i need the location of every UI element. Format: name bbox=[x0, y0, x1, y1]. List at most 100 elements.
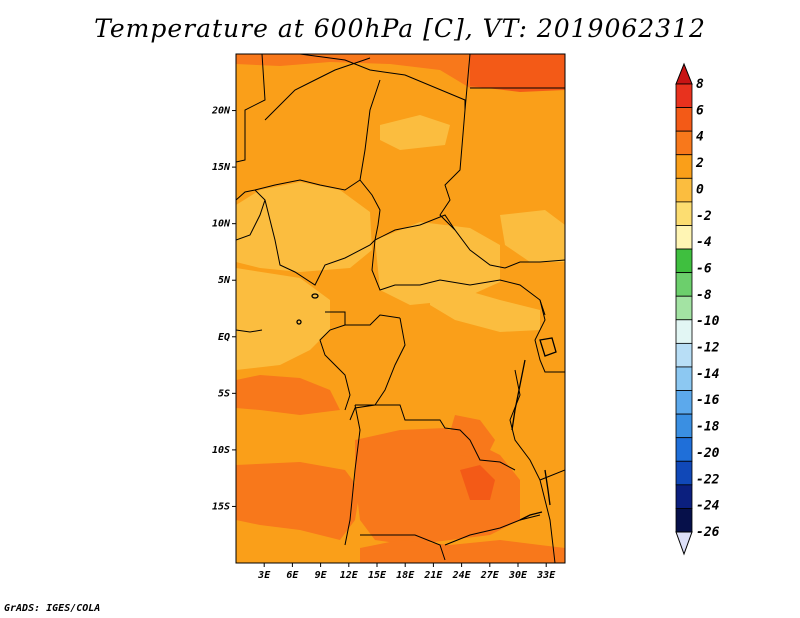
colorbar-label: -4 bbox=[696, 235, 712, 250]
colorbar-swatch bbox=[675, 366, 693, 391]
border-mali bbox=[236, 54, 266, 163]
lat-tick-label: 15N bbox=[212, 162, 231, 173]
temperature-field bbox=[236, 54, 565, 563]
colorbar-label: 8 bbox=[696, 77, 704, 92]
colorbar-swatch bbox=[675, 272, 693, 297]
border-car-chad bbox=[374, 214, 456, 241]
border-coast-gulf bbox=[236, 329, 263, 333]
chart-title: Temperature at 600hPa [C], VT: 201906231… bbox=[94, 14, 706, 43]
field-patch-sudan bbox=[500, 210, 565, 262]
field-patch-west bbox=[236, 182, 372, 272]
colorbar-swatch bbox=[675, 508, 693, 533]
border-niger-mali bbox=[264, 57, 371, 121]
colorbar-swatch bbox=[675, 484, 693, 509]
lon-tick-label: 30E bbox=[508, 570, 528, 581]
field-patch-south-edge bbox=[360, 540, 565, 563]
colorbar-label: 0 bbox=[696, 182, 704, 197]
colorbar-swatch bbox=[675, 437, 693, 462]
colorbar-swatch bbox=[675, 413, 693, 439]
colorbar-label: -16 bbox=[696, 393, 720, 408]
border-drc-angola-zambia bbox=[355, 404, 516, 471]
lon-tick-label: 6E bbox=[286, 570, 299, 581]
colorbar-swatch bbox=[675, 107, 693, 132]
lat-tick-label: 5S bbox=[218, 388, 230, 399]
colorbar-label: 2 bbox=[695, 156, 704, 171]
colorbar-label: -2 bbox=[696, 209, 712, 224]
border-congo-drc bbox=[349, 317, 406, 421]
lake-kariba bbox=[519, 511, 543, 521]
border-gabon-congo bbox=[319, 324, 351, 411]
field-patch-angola-coast bbox=[236, 462, 360, 540]
field-north-hot bbox=[470, 54, 565, 92]
border-nigeria-cameroon bbox=[264, 199, 376, 286]
border-angola-namibia bbox=[360, 534, 446, 561]
field-patch-southwest bbox=[236, 375, 340, 415]
lon-tick-label: 24E bbox=[452, 570, 472, 581]
colorbar-swatch bbox=[675, 177, 693, 203]
colorbar-swatch bbox=[675, 295, 693, 321]
field-patch-coast bbox=[236, 268, 330, 370]
colorbar: 8 6 4 2 0 -2 -4 -6 -8 -10 -12 -14 -16 -18 -20 -22 -24 -26 bbox=[675, 62, 720, 556]
colorbar-bottom-arrow bbox=[675, 531, 693, 556]
colorbar-swatch bbox=[675, 342, 693, 368]
colorbar-top-arrow bbox=[675, 62, 693, 85]
lat-tick-label: 10S bbox=[212, 445, 230, 456]
border-niger-algeria bbox=[299, 54, 466, 110]
border-uganda-kenya bbox=[534, 299, 565, 373]
map-frame bbox=[235, 53, 566, 564]
lon-tick-label: 15E bbox=[368, 570, 387, 581]
latitude-axis: 20N 15N 10N 5N EQ 5S 10S 15S bbox=[211, 106, 236, 512]
colorbar-label: -14 bbox=[696, 367, 720, 382]
field-patch-katanga bbox=[450, 415, 495, 460]
border-tanzania-mozambique bbox=[539, 469, 565, 481]
field-patch-central bbox=[375, 222, 500, 305]
colorbar-label: -26 bbox=[696, 525, 720, 540]
lake-1 bbox=[311, 293, 319, 299]
lon-tick-label: 9E bbox=[315, 570, 328, 581]
longitude-axis: 3E 6E 9E 12E 15E 18E 21E 24E 27E 30E 33E bbox=[257, 563, 556, 581]
border-angola-coast bbox=[344, 404, 361, 546]
lon-tick-label: 18E bbox=[396, 570, 415, 581]
colorbar-swatch bbox=[675, 460, 693, 486]
lat-tick-label: 20N bbox=[211, 106, 231, 117]
field-patch-east bbox=[430, 280, 540, 332]
border-car-drc bbox=[371, 239, 546, 316]
colorbar-label: -8 bbox=[696, 288, 712, 303]
footer-credit: GrADS: IGES/COLA bbox=[4, 603, 101, 614]
country-borders bbox=[236, 54, 565, 563]
colorbar-label: 4 bbox=[696, 130, 704, 145]
border-chad-sudan bbox=[439, 109, 565, 269]
lon-tick-label: 3E bbox=[257, 570, 271, 581]
field-patch-north bbox=[380, 115, 450, 150]
border-cameroon-congo bbox=[325, 311, 401, 326]
border-niger-nigeria bbox=[254, 179, 361, 191]
colorbar-swatch bbox=[675, 130, 693, 156]
lake-victoria bbox=[539, 337, 557, 357]
colorbar-label: -6 bbox=[696, 261, 712, 276]
lake-tanganyika bbox=[511, 359, 526, 431]
colorbar-label: -20 bbox=[696, 446, 720, 461]
colorbar-swatch bbox=[675, 390, 693, 415]
colorbar-label: -18 bbox=[696, 420, 720, 435]
lake-malawi bbox=[544, 469, 551, 506]
colorbar-swatch bbox=[675, 248, 693, 274]
colorbar-label: -24 bbox=[696, 499, 720, 514]
lat-tick-label: 10N bbox=[212, 219, 231, 230]
lakes bbox=[296, 293, 557, 521]
field-patch-hot-zambia bbox=[460, 465, 495, 500]
lake-2 bbox=[296, 319, 302, 325]
colorbar-label: -10 bbox=[696, 314, 720, 329]
colorbar-label: -12 bbox=[696, 341, 720, 356]
lon-tick-label: 21E bbox=[423, 570, 443, 581]
border-libya-chad bbox=[464, 54, 471, 111]
colorbar-swatch bbox=[675, 319, 693, 344]
lat-tick-label: EQ bbox=[218, 332, 230, 343]
colorbar-swatch bbox=[675, 201, 693, 226]
lat-tick-label: 15S bbox=[212, 501, 230, 512]
lon-tick-label: 12E bbox=[340, 570, 359, 581]
colorbar-swatch bbox=[675, 225, 693, 250]
lon-tick-label: 27E bbox=[480, 570, 500, 581]
colorbar-swatch bbox=[675, 83, 693, 108]
border-niger-chad bbox=[359, 79, 381, 241]
